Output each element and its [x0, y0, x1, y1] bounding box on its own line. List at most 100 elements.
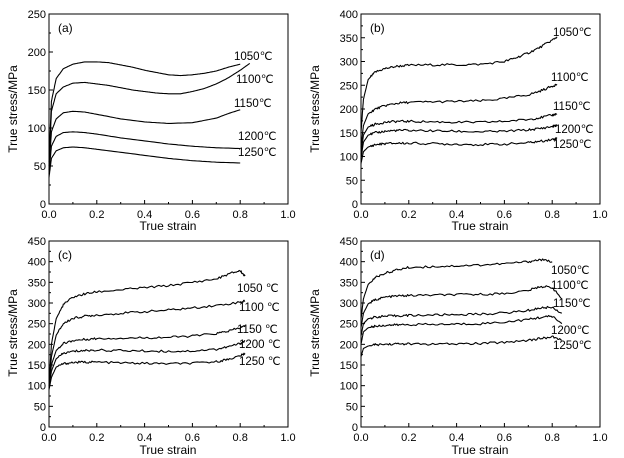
x-tick-label: 0.8 [545, 209, 560, 221]
y-tick-label: 50 [346, 175, 358, 187]
series-line-1250 [360, 137, 558, 164]
y-tick-label: 0 [352, 199, 358, 211]
y-tick-label: 300 [340, 57, 358, 69]
y-tick-label: 50 [346, 401, 358, 413]
series-line-1050 [360, 258, 553, 320]
panel-d: 0 50 100 150 200 250 300 350 400 450 0.0 0.2 0.4 0.6… [308, 236, 608, 457]
y-tick-label: 300 [28, 298, 46, 310]
legend-label-1250: 1250 ℃ [239, 356, 281, 368]
y-tick-label: 200 [28, 339, 46, 351]
x-tick-label: 0.0 [353, 209, 368, 221]
legend-label-1250: 1250℃ [238, 147, 277, 159]
x-tick-label: 0.6 [497, 209, 512, 221]
y-tick-label: 350 [340, 277, 358, 289]
y-axis-label: True stress/MPa [308, 65, 322, 153]
x-tick-label: 1.0 [592, 209, 607, 221]
x-tick-label: 1.0 [592, 432, 607, 444]
x-tick-label: 0.8 [545, 432, 560, 444]
legend-label-1200: 1200℃ [555, 124, 594, 136]
y-tick-label: 400 [28, 257, 46, 269]
x-tick-label: 0.6 [185, 209, 200, 221]
y-axis-label: True stress/MPa [6, 65, 20, 153]
series-line-1100 [360, 83, 558, 148]
y-tick-label: 50 [34, 401, 46, 413]
legend-label-1100: 1100℃ [551, 280, 589, 292]
y-axis-label: True stress/MPa [6, 289, 20, 377]
y-tick-label: 100 [28, 123, 46, 135]
y-tick-label: 150 [28, 360, 46, 372]
y-tick-label: 200 [28, 47, 46, 59]
y-tick-label: 100 [340, 152, 358, 164]
y-tick-label: 250 [340, 80, 358, 92]
plot-frame [360, 13, 601, 205]
legend-label-1250: 1250℃ [553, 340, 592, 352]
panel-label: (c) [58, 248, 72, 262]
y-tick-label: 400 [340, 9, 358, 21]
legend-label-1200: 1200 ℃ [239, 339, 281, 351]
y-tick-label: 100 [340, 381, 358, 393]
y-tick-label: 250 [340, 319, 358, 331]
series-line-1200 [48, 131, 241, 174]
plot-frame [48, 240, 289, 428]
y-tick-label: 450 [340, 236, 358, 248]
x-tick-label: 0.6 [497, 432, 512, 444]
x-axis-label: True strain [452, 219, 509, 233]
legend-label-1100: 1100℃ [236, 74, 274, 86]
panel-c: 0 50 100 150 200 250 300 350 400 450 0.0 0.2 0.4 0.6… [6, 236, 296, 457]
y-tick-label: 50 [34, 161, 46, 173]
series-line-1250 [360, 335, 562, 357]
x-tick-label: 0.4 [137, 432, 152, 444]
y-tick-label: 450 [28, 236, 46, 248]
legend-label-1250: 1250℃ [553, 139, 592, 151]
series-line-1100 [48, 62, 251, 167]
x-tick-label: 0.2 [401, 432, 416, 444]
y-tick-label: 0 [40, 199, 46, 211]
legend-label-1150: 1150℃ [553, 101, 591, 113]
legend-label-1200: 1200℃ [551, 325, 590, 337]
y-tick-label: 150 [340, 360, 358, 372]
legend-label-1050: 1050℃ [234, 51, 273, 63]
x-tick-label: 0.2 [401, 209, 416, 221]
x-axis-label: True strain [140, 443, 197, 457]
series-line-1250 [48, 352, 246, 390]
x-tick-label: 0.4 [137, 209, 152, 221]
series-line-1200 [360, 314, 563, 345]
y-tick-label: 200 [340, 339, 358, 351]
y-tick-label: 200 [340, 104, 358, 116]
y-tick-label: 400 [340, 257, 358, 269]
panel-b: 0 50 100 150 200 250 300 350 400 0.0 0.2 0.4 0.6 0.8… [308, 9, 608, 233]
x-tick-label: 0.4 [449, 432, 464, 444]
x-axis-label: True strain [452, 443, 509, 457]
series-line-1250 [48, 146, 241, 178]
x-tick-label: 0.0 [41, 432, 56, 444]
series-line-1150 [360, 305, 563, 337]
plot-frame [48, 13, 289, 205]
legend-label-1150: 1150℃ [553, 298, 591, 310]
x-tick-label: 0.8 [233, 432, 248, 444]
y-tick-label: 0 [40, 422, 46, 434]
y-tick-label: 350 [340, 33, 358, 45]
x-tick-label: 1.0 [280, 209, 295, 221]
series-line-1050 [48, 61, 241, 163]
plot-frame [360, 240, 601, 428]
panel-a: 0 50 100 150 200 250 0.0 0.2 0.4 0.6 0.8 1.0 (a) T… [6, 9, 296, 233]
legend-label-1150: 1150 ℃ [237, 324, 278, 336]
y-tick-label: 150 [28, 85, 46, 97]
y-tick-label: 250 [28, 319, 46, 331]
legend-label-1050: 1050 ℃ [237, 283, 279, 295]
series-line-1100 [48, 299, 246, 386]
series-line-1150 [48, 325, 246, 386]
x-tick-label: 0.6 [185, 432, 200, 444]
series-line-1200 [360, 124, 558, 159]
y-tick-label: 350 [28, 277, 46, 289]
legend-label-1150: 1150℃ [234, 98, 272, 110]
y-tick-label: 150 [340, 128, 358, 140]
series-line-1200 [48, 340, 246, 388]
x-tick-label: 0.8 [233, 209, 248, 221]
x-tick-label: 0.2 [89, 432, 104, 444]
panel-label: (b) [370, 21, 385, 35]
x-tick-label: 1.0 [280, 432, 295, 444]
x-tick-label: 0.0 [41, 209, 56, 221]
y-tick-label: 300 [340, 298, 358, 310]
